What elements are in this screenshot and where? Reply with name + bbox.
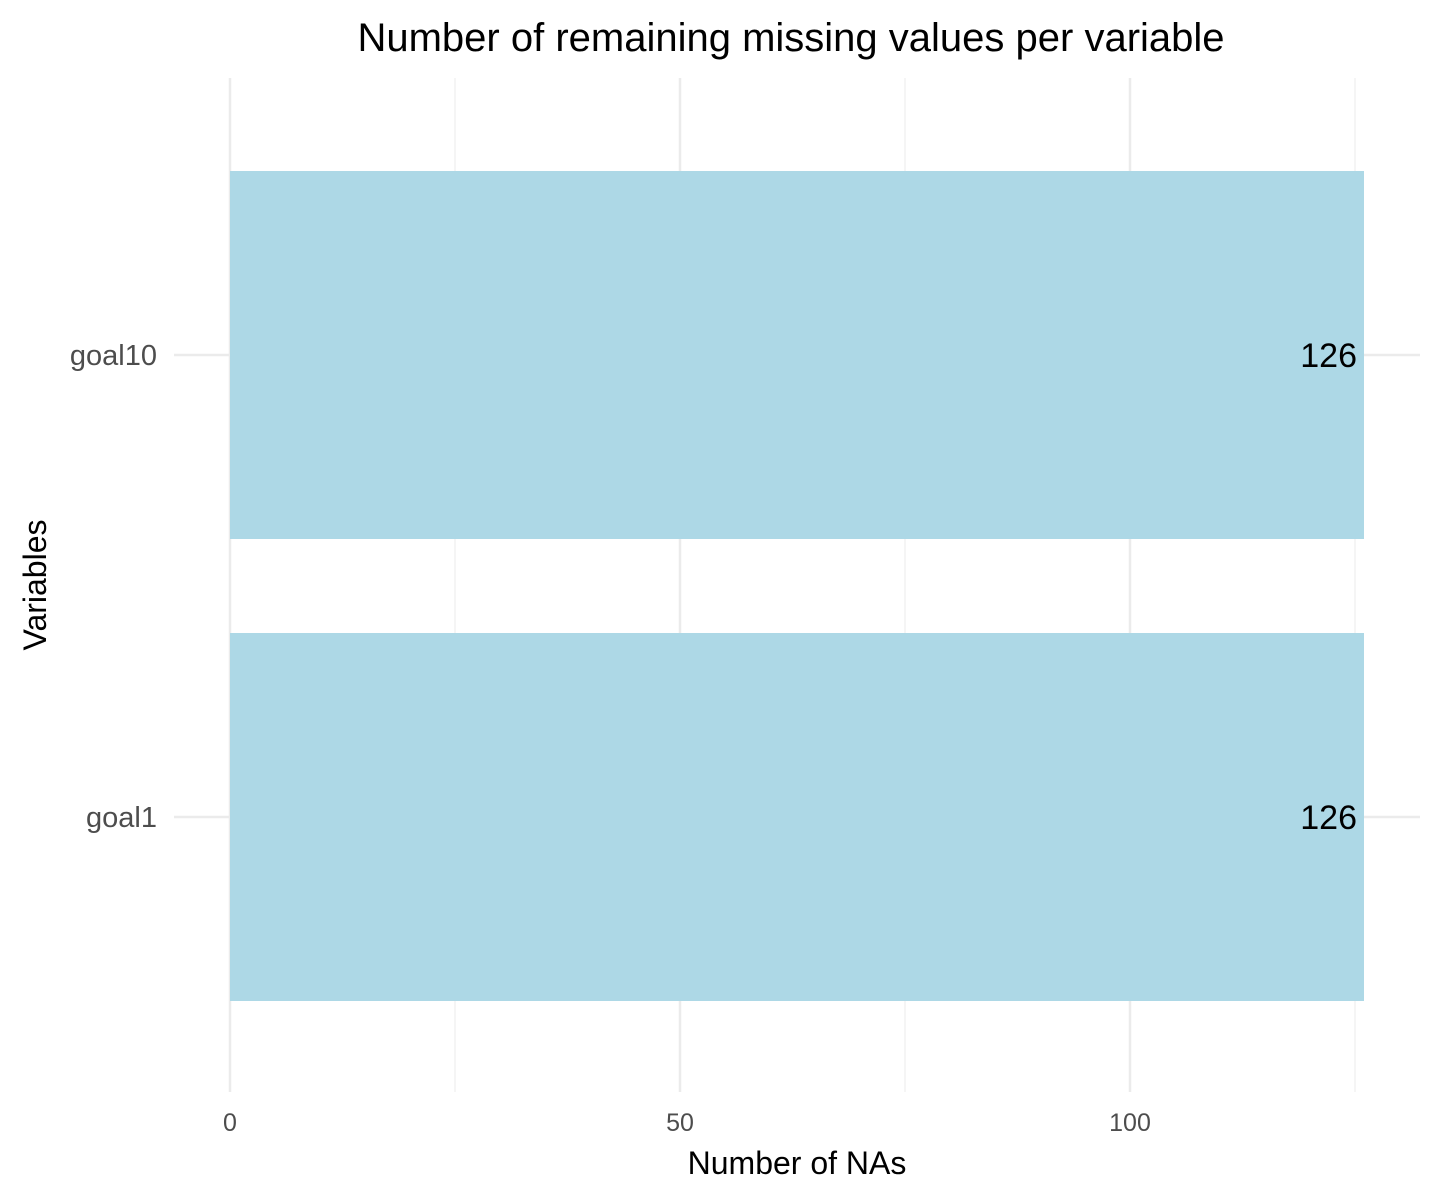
y-category-label: goal10 bbox=[70, 340, 157, 372]
y-axis-title: Variables bbox=[17, 519, 53, 650]
x-axis-title: Number of NAs bbox=[688, 1145, 907, 1181]
bar-value-label: 126 bbox=[1300, 799, 1357, 837]
bar-value-label: 126 bbox=[1300, 337, 1357, 375]
x-tick-label: 0 bbox=[223, 1109, 237, 1137]
x-tick-label: 50 bbox=[666, 1109, 694, 1137]
y-category-label: goal1 bbox=[86, 802, 157, 834]
x-tick-label: 100 bbox=[1109, 1109, 1151, 1137]
bar bbox=[230, 633, 1364, 1001]
chart-title: Number of remaining missing values per v… bbox=[357, 16, 1224, 60]
bar bbox=[230, 171, 1364, 539]
bar-layer bbox=[230, 171, 1364, 1001]
label-layer: 0 50 100 126 goal10 126 goal1 bbox=[70, 337, 1357, 1137]
